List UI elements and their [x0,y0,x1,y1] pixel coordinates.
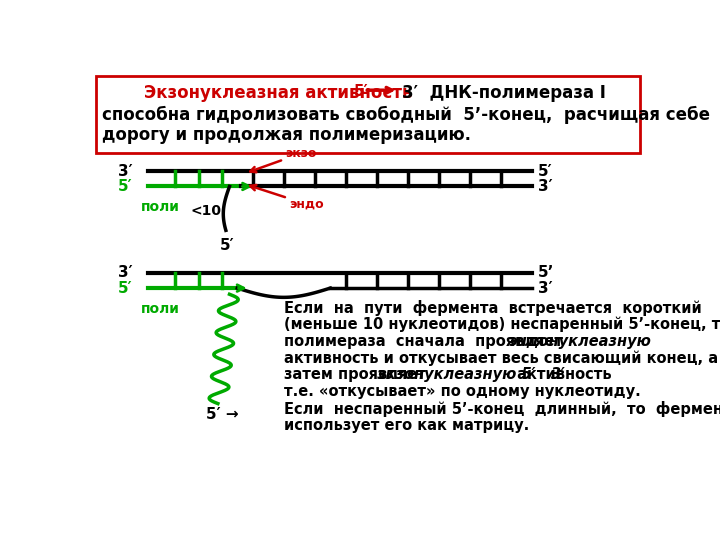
Bar [96,76,640,153]
Text: 5′ →: 5′ → [206,408,239,422]
Text: способна гидролизовать свободный  5’-конец,  расчищая себе: способна гидролизовать свободный 5’-коне… [102,106,710,124]
Text: (меньше 10 нуклеотидов) неспаренный 5’-конец, то: (меньше 10 нуклеотидов) неспаренный 5’-к… [284,316,720,332]
Text: 3′: 3′ [538,179,552,194]
Text: 5′: 5′ [118,281,132,295]
Text: дорогу и продолжая полимеризацию.: дорогу и продолжая полимеризацию. [102,126,471,144]
Text: 5′: 5′ [354,84,368,99]
Text: затем проявляет: затем проявляет [284,367,431,382]
Text: использует его как матрицу.: использует его как матрицу. [284,418,529,433]
Text: активность и откусывает весь свисающий конец, а: активность и откусывает весь свисающий к… [284,350,718,366]
Text: полимераза  сначала  проявляет: полимераза сначала проявляет [284,334,573,348]
Text: 3′: 3′ [538,281,552,295]
Text: 5′: 5′ [118,179,132,194]
Text: 3′: 3′ [118,265,132,280]
Text: Если  на  пути  фермента  встречается  короткий: Если на пути фермента встречается коротк… [284,300,701,316]
Text: 3′: 3′ [118,164,132,179]
Text: Если  неспаренный 5’-конец  длинный,  то  фермент: Если неспаренный 5’-конец длинный, то фе… [284,401,720,417]
Text: эндо: эндо [289,197,324,210]
Text: 5′: 5′ [220,238,234,253]
Text: экзо: экзо [285,147,317,160]
Text: экзонуклеазную 5′   3′: экзонуклеазную 5′ 3′ [377,367,564,382]
Text: 5’: 5’ [538,265,554,280]
Text: поли: поли [140,200,179,214]
Text: <10: <10 [191,204,222,218]
Text: эндонуклеазную: эндонуклеазную [508,334,652,348]
Text: поли: поли [140,302,179,316]
Text: 5′: 5′ [538,164,552,179]
Text: 3′  ДНК-полимераза I: 3′ ДНК-полимераза I [402,84,606,102]
Text: активность: активность [513,367,612,382]
Text: т.е. «откусывает» по одному нуклеотиду.: т.е. «откусывает» по одному нуклеотиду. [284,384,641,400]
Text: Экзонуклеазная активность: Экзонуклеазная активность [144,84,413,102]
